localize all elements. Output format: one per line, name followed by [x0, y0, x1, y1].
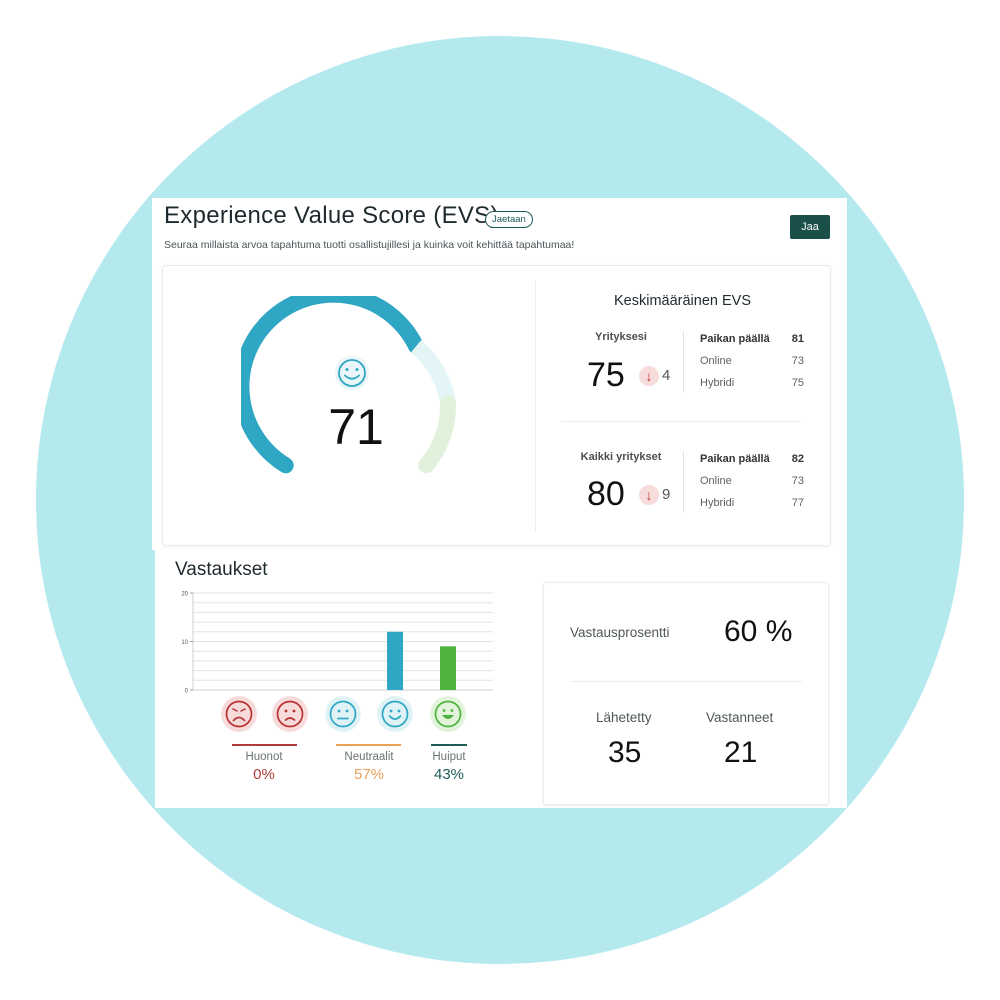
poor-group-line [232, 744, 297, 746]
chart-bar-very-happy [440, 646, 456, 690]
answered-value: 21 [724, 736, 758, 769]
all-hybrid-value: 77 [791, 497, 804, 509]
gauge-remainder-arc [410, 340, 456, 405]
neutral-group-pct: 57% [353, 766, 385, 783]
all-online-value: 73 [791, 475, 804, 487]
shared-status-badge: Jaetaan [485, 211, 533, 228]
all-onsite-label: Paikan päällä [700, 453, 770, 465]
gauge-remainder-arc-green [418, 395, 457, 474]
response-rate-label: Vastausprosentti [570, 625, 670, 640]
company-hybrid-value: 75 [791, 377, 804, 389]
top-group-label: Huiput [432, 751, 466, 763]
neutral-face-icon [325, 696, 361, 732]
neutral-group-line [336, 744, 401, 746]
company-evs-value: 75 [587, 356, 625, 394]
happy-face-icon [377, 696, 413, 732]
all-online-label: Online [700, 475, 732, 487]
company-online-value: 73 [791, 355, 804, 367]
company-evs-delta: 4 [662, 367, 671, 384]
gauge-score-arc [241, 296, 425, 474]
page-title: Experience Value Score (EVS) [164, 202, 499, 229]
share-button[interactable]: Jaa [790, 215, 830, 239]
evs-panel: Experience Value Score (EVS) Jaetaan Seu… [152, 198, 847, 550]
poor-group-pct: 0% [253, 766, 275, 783]
company-divider [683, 331, 684, 393]
page-subtitle: Seuraa millaista arvoa tapahtuma tuotti … [164, 239, 575, 251]
company-onsite-label: Paikan päällä [700, 333, 770, 345]
answered-label: Vastanneet [706, 710, 774, 725]
sent-label: Lähetetty [596, 710, 652, 725]
responses-bar-chart: 0 10 20 [181, 592, 493, 695]
arrow-down-icon: ↓ [639, 485, 659, 505]
poor-group-label: Huonot [245, 751, 283, 763]
responses-panel: Vastaukset 0 10 20 Huonot 0% [155, 550, 847, 808]
average-evs-title: Keskimääräinen EVS [613, 293, 751, 309]
company-label: Yrityksesi [595, 331, 647, 343]
sent-value: 35 [608, 736, 642, 769]
unhappy-face-icon [272, 696, 308, 732]
top-group-line [431, 744, 467, 746]
evs-gauge [241, 296, 457, 474]
all-companies-label: Kaikki yritykset [580, 451, 662, 463]
very-unhappy-face-icon [221, 696, 257, 732]
stats-divider [570, 681, 802, 682]
company-onsite-value: 81 [791, 333, 804, 345]
smiley-face-icon [335, 356, 369, 390]
vertical-divider [535, 280, 536, 532]
top-group-pct: 43% [433, 766, 465, 783]
all-companies-divider [683, 451, 684, 513]
chart-y-tick-label: 10 [181, 640, 188, 646]
company-hybrid-label: Hybridi [700, 377, 735, 389]
all-hybrid-label: Hybridi [700, 497, 735, 509]
evs-card: 71 Keskimääräinen EVS Yrityksesi 75 ↓ 4 … [162, 265, 831, 546]
neutral-group-label: Neutraalit [344, 751, 394, 763]
horizontal-divider [561, 421, 801, 422]
all-companies-evs-value: 80 [587, 475, 625, 513]
all-onsite-value: 82 [791, 453, 804, 465]
response-stats-card: Vastausprosentti 60 % Lähetetty 35 Vasta… [543, 582, 829, 805]
chart-y-tick-label: 20 [181, 592, 188, 598]
arrow-down-icon: ↓ [639, 366, 659, 386]
all-companies-evs-delta: 9 [662, 486, 671, 503]
responses-title: Vastaukset [175, 559, 268, 580]
gauge-value: 71 [328, 399, 384, 455]
very-happy-face-icon [430, 696, 466, 732]
chart-bar-happy [387, 631, 403, 690]
response-rate-value: 60 % [724, 615, 793, 648]
chart-y-tick-label: 0 [185, 689, 189, 695]
company-online-label: Online [700, 355, 732, 367]
